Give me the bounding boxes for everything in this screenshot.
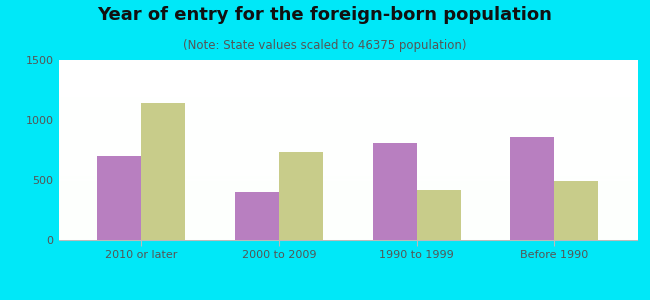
Bar xyxy=(58,226,637,229)
Bar xyxy=(141,103,185,240)
Bar xyxy=(58,139,637,143)
Bar xyxy=(58,74,637,78)
Bar xyxy=(58,186,637,190)
Bar xyxy=(58,197,637,200)
Bar xyxy=(58,132,637,136)
Bar xyxy=(58,92,637,96)
Bar xyxy=(58,136,637,139)
Bar xyxy=(58,82,637,85)
Bar xyxy=(58,172,637,175)
Bar xyxy=(58,78,637,82)
Bar xyxy=(58,204,637,208)
Bar xyxy=(58,215,637,218)
Bar xyxy=(554,181,599,240)
Bar xyxy=(58,236,637,240)
Bar xyxy=(58,146,637,150)
Text: Year of entry for the foreign-born population: Year of entry for the foreign-born popul… xyxy=(98,6,552,24)
Bar xyxy=(372,143,417,240)
Bar xyxy=(58,128,637,132)
Bar xyxy=(58,96,637,100)
Bar xyxy=(58,218,637,222)
Bar xyxy=(58,154,637,157)
Bar xyxy=(58,182,637,186)
Bar xyxy=(58,125,637,128)
Bar xyxy=(58,168,637,172)
Bar xyxy=(58,103,637,107)
Bar xyxy=(58,100,637,103)
Bar xyxy=(58,157,637,161)
Bar xyxy=(58,143,637,146)
Bar xyxy=(58,208,637,211)
Bar xyxy=(58,85,637,89)
Bar xyxy=(58,118,637,121)
Bar xyxy=(58,200,637,204)
Bar xyxy=(58,121,637,125)
Bar xyxy=(58,175,637,179)
Bar xyxy=(58,71,637,74)
Bar xyxy=(58,229,637,233)
Bar xyxy=(510,137,554,240)
Bar xyxy=(235,192,279,240)
Bar xyxy=(279,152,323,240)
Bar xyxy=(58,60,637,64)
Bar xyxy=(58,222,637,226)
Bar xyxy=(58,114,637,118)
Bar xyxy=(417,190,461,240)
Bar xyxy=(58,164,637,168)
Bar xyxy=(58,193,637,197)
Bar xyxy=(97,156,141,240)
Bar xyxy=(58,161,637,164)
Bar xyxy=(58,107,637,110)
Bar xyxy=(58,110,637,114)
Bar xyxy=(58,89,637,92)
Bar xyxy=(58,233,637,236)
Bar xyxy=(58,64,637,67)
Bar xyxy=(58,150,637,154)
Text: (Note: State values scaled to 46375 population): (Note: State values scaled to 46375 popu… xyxy=(183,39,467,52)
Bar xyxy=(58,211,637,215)
Bar xyxy=(58,179,637,182)
Bar xyxy=(58,190,637,193)
Bar xyxy=(58,67,637,71)
